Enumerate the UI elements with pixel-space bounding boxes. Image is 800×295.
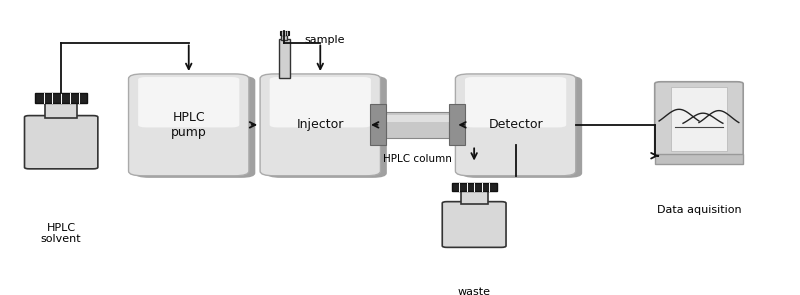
Text: Data aquisition: Data aquisition [657,205,742,214]
FancyBboxPatch shape [654,82,743,156]
Polygon shape [461,191,488,204]
FancyBboxPatch shape [135,76,255,178]
Bar [452,183,497,191]
Text: waste: waste [458,287,490,295]
FancyBboxPatch shape [270,77,371,127]
Text: Detector: Detector [488,118,543,131]
Bar [450,104,466,145]
FancyBboxPatch shape [260,74,381,176]
Bar [386,112,450,138]
FancyBboxPatch shape [25,116,98,169]
Text: HPLC
pump: HPLC pump [171,111,206,139]
FancyBboxPatch shape [462,76,582,178]
Text: sample: sample [304,35,345,45]
FancyBboxPatch shape [129,74,249,176]
Bar [35,93,87,103]
FancyBboxPatch shape [266,76,387,178]
Bar [280,31,289,35]
Bar [386,114,450,122]
FancyBboxPatch shape [138,77,239,127]
Text: Injector: Injector [297,118,344,131]
Bar [670,87,727,151]
Bar [279,39,290,78]
Bar [370,104,386,145]
Bar [654,154,743,165]
FancyBboxPatch shape [455,74,576,176]
FancyBboxPatch shape [442,202,506,248]
Polygon shape [46,103,77,118]
Bar [282,35,287,40]
Text: HPLC column: HPLC column [383,155,452,164]
Text: HPLC
solvent: HPLC solvent [41,223,82,244]
FancyBboxPatch shape [465,77,566,127]
